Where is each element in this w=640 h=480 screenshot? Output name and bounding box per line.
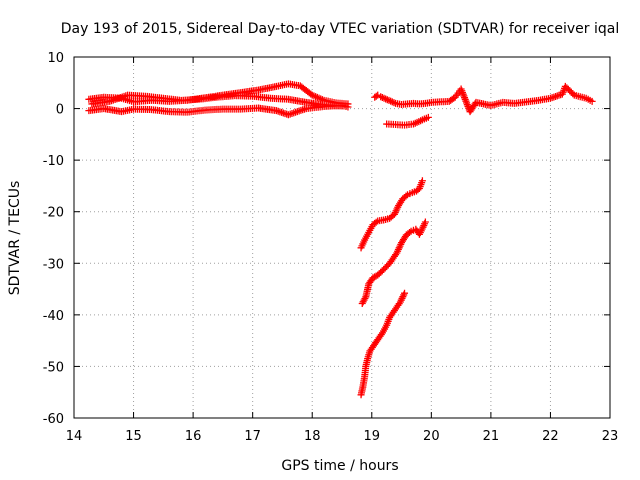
data-point-interp bbox=[397, 198, 405, 206]
data-point-interp bbox=[377, 268, 385, 276]
data-point-interp bbox=[362, 364, 370, 372]
data-point-interp bbox=[358, 385, 366, 393]
data-points bbox=[85, 80, 596, 399]
data-point-interp bbox=[404, 230, 412, 238]
data-point-interp bbox=[372, 92, 380, 100]
data-point-interp bbox=[360, 296, 368, 304]
chart-title: Day 193 of 2015, Sidereal Day-to-day VTE… bbox=[61, 21, 619, 37]
data-point-interp bbox=[422, 114, 430, 122]
data-point-interp bbox=[271, 83, 279, 91]
x-tick-label: 21 bbox=[483, 429, 500, 444]
data-point-interp bbox=[372, 339, 380, 347]
y-tick-label: -50 bbox=[43, 360, 64, 375]
data-point-interp bbox=[360, 238, 368, 246]
data-point-interp bbox=[364, 282, 372, 290]
y-tick-label: -10 bbox=[43, 154, 64, 169]
data-point-interp bbox=[387, 213, 395, 221]
data-point-interp bbox=[305, 89, 313, 97]
x-tick-label: 14 bbox=[66, 429, 83, 444]
y-tick-label: 0 bbox=[56, 103, 64, 118]
x-tick-label: 20 bbox=[423, 429, 440, 444]
grid bbox=[74, 57, 610, 418]
y-axis-label: SDTVAR / TECUs bbox=[7, 181, 23, 296]
data-point-interp bbox=[402, 192, 410, 200]
x-tick-label: 18 bbox=[304, 429, 321, 444]
data-point-interp bbox=[448, 95, 456, 103]
y-tick-label: 10 bbox=[47, 51, 64, 66]
data-point-interp bbox=[407, 120, 415, 128]
y-tick-label: -20 bbox=[43, 206, 64, 221]
data-point-interp bbox=[371, 273, 379, 281]
data-point-interp bbox=[383, 96, 391, 104]
axis-ticks: 14 15 16 17 18 19 20 21 22 23 -60 -50 -40 -30 -20 -10 0 1… bbox=[43, 51, 619, 444]
data-point-interp bbox=[342, 103, 350, 111]
data-point-interp bbox=[376, 332, 384, 340]
data-point-interp bbox=[300, 105, 308, 113]
data-point-interp bbox=[372, 218, 380, 226]
x-tick-label: 19 bbox=[364, 429, 381, 444]
data-point-interp bbox=[544, 95, 552, 103]
data-point-interp bbox=[400, 291, 408, 299]
plot-frame bbox=[73, 56, 611, 419]
y-tick-label: -60 bbox=[43, 412, 64, 427]
data-point-interp bbox=[361, 294, 369, 302]
data-point-interp bbox=[384, 215, 392, 223]
data-point-interp bbox=[387, 97, 395, 105]
data-point-interp bbox=[580, 94, 588, 102]
x-tick-label: 23 bbox=[602, 429, 619, 444]
data-point-interp bbox=[271, 106, 279, 114]
x-tick-label: 16 bbox=[185, 429, 202, 444]
data-point-interp bbox=[380, 94, 388, 102]
data-point-interp bbox=[371, 219, 379, 227]
data-point-interp bbox=[377, 331, 385, 339]
x-tick-label: 22 bbox=[542, 429, 559, 444]
data-point-interp bbox=[364, 230, 372, 238]
data-point-interp bbox=[382, 95, 390, 103]
x-axis-label: GPS time / hours bbox=[281, 458, 398, 474]
data-point-interp bbox=[470, 101, 478, 109]
data-point-interp bbox=[417, 117, 425, 125]
data-point-interp bbox=[409, 226, 417, 234]
x-tick-label: 17 bbox=[244, 429, 261, 444]
data-point-interp bbox=[378, 93, 386, 101]
data-point-interp bbox=[400, 193, 408, 201]
data-point-interp bbox=[418, 179, 426, 187]
data-point-interp bbox=[385, 96, 393, 104]
data-point-interp bbox=[365, 349, 373, 357]
data-point-interp bbox=[567, 88, 575, 96]
data-point-interp bbox=[367, 277, 375, 285]
y-tick-label: -40 bbox=[43, 309, 64, 324]
data-point-interp bbox=[383, 262, 391, 270]
data-point-interp bbox=[586, 96, 594, 104]
data-point-interp bbox=[400, 234, 408, 242]
data-point-interp bbox=[294, 82, 302, 90]
data-point-interp bbox=[388, 98, 396, 106]
data-point-interp bbox=[443, 97, 451, 105]
data-point-interp bbox=[378, 216, 386, 224]
data-point-interp bbox=[410, 188, 418, 196]
data-point-interp bbox=[382, 323, 390, 331]
y-tick-label: -30 bbox=[43, 257, 64, 272]
data-point-interp bbox=[421, 220, 429, 228]
data-point-interp bbox=[390, 99, 398, 107]
data-point-interp bbox=[453, 91, 461, 99]
data-point-interp bbox=[385, 315, 393, 323]
data-point-interp bbox=[363, 357, 371, 365]
data-point-interp bbox=[104, 98, 112, 106]
x-tick-label: 15 bbox=[125, 429, 142, 444]
data-point-interp bbox=[405, 229, 413, 237]
data-point-interp bbox=[418, 225, 426, 233]
data-point-interp bbox=[406, 190, 414, 198]
